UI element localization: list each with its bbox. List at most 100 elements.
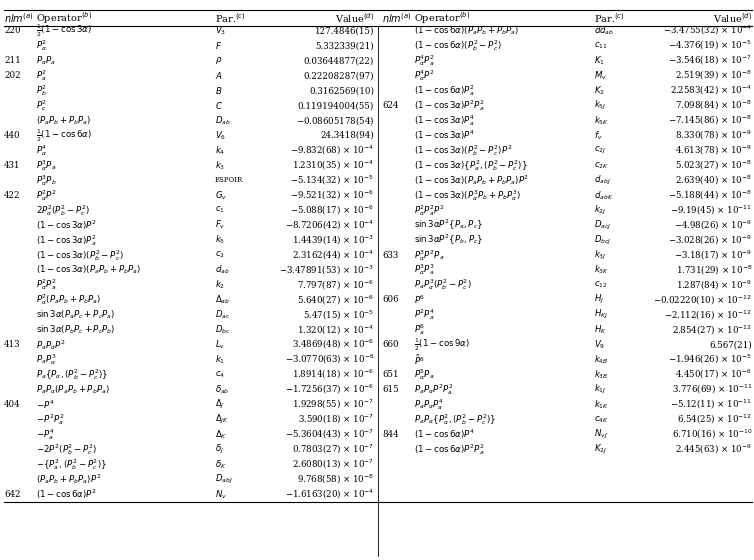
Text: $H_K$: $H_K$: [594, 324, 607, 336]
Text: $k_3$: $k_3$: [215, 159, 225, 171]
Text: 633: 633: [382, 250, 398, 260]
Text: $M_v$: $M_v$: [594, 69, 607, 82]
Text: $P_{\alpha}^{4}$: $P_{\alpha}^{4}$: [36, 143, 48, 158]
Text: $-\{P_a^2,(P_b^2 - P_c^2)\}$: $-\{P_a^2,(P_b^2 - P_c^2)\}$: [36, 457, 107, 472]
Text: 5.332339(21): 5.332339(21): [315, 41, 374, 50]
Text: $P_{\alpha}^{3}P^2P_a$: $P_{\alpha}^{3}P^2P_a$: [414, 248, 444, 263]
Text: $P_{\alpha}^{5}P_a$: $P_{\alpha}^{5}P_a$: [414, 367, 434, 382]
Text: $(1 - \cos 6\alpha)P^2P_a^{2}$: $(1 - \cos 6\alpha)P^2P_a^{2}$: [414, 442, 485, 457]
Text: Value$^{(d)}$: Value$^{(d)}$: [335, 12, 374, 25]
Text: 1.8914(18) $\times$ 10$^{-6}$: 1.8914(18) $\times$ 10$^{-6}$: [292, 368, 374, 381]
Text: $k_{2J}$: $k_{2J}$: [594, 204, 606, 217]
Text: Par.$^{(c)}$: Par.$^{(c)}$: [594, 12, 624, 25]
Text: $\frac{1}{2}(1 - \cos 6\alpha)$: $\frac{1}{2}(1 - \cos 6\alpha)$: [36, 127, 92, 144]
Text: $G_v$: $G_v$: [215, 189, 227, 202]
Text: $c_{11}$: $c_{11}$: [594, 40, 608, 51]
Text: $(1 - \cos 6\alpha)(P_b^2 - P_c^2)$: $(1 - \cos 6\alpha)(P_b^2 - P_c^2)$: [414, 38, 502, 53]
Text: 2.639(40) $\times$ 10$^{-8}$: 2.639(40) $\times$ 10$^{-8}$: [676, 174, 752, 187]
Text: $(1 - \cos 3\alpha)P^4$: $(1 - \cos 3\alpha)P^4$: [414, 129, 475, 142]
Text: 127.4846(15): 127.4846(15): [314, 26, 374, 35]
Text: ESPOIR: ESPOIR: [215, 176, 244, 184]
Text: $k_1$: $k_1$: [215, 353, 225, 366]
Text: $B$: $B$: [215, 85, 222, 96]
Text: $P_{\alpha}^{2}P_a^{2}P^2$: $P_{\alpha}^{2}P_a^{2}P^2$: [414, 203, 445, 218]
Text: $k_{4B}$: $k_{4B}$: [594, 353, 608, 366]
Text: $k_{1K}$: $k_{1K}$: [594, 398, 609, 411]
Text: 202: 202: [4, 71, 20, 80]
Text: $(1 - \cos 3\alpha)(P_aP_b + P_bP_a)$: $(1 - \cos 3\alpha)(P_aP_b + P_bP_a)$: [36, 264, 141, 276]
Text: $F$: $F$: [215, 40, 222, 52]
Text: $(1 - \cos 3\alpha)\{P_a^2,(P_b^2 - P_c^2)\}$: $(1 - \cos 3\alpha)\{P_a^2,(P_b^2 - P_c^…: [414, 158, 528, 173]
Text: $(1 - \cos 3\alpha)P^2P_a^{2}$: $(1 - \cos 3\alpha)P^2P_a^{2}$: [414, 98, 485, 113]
Text: 1.9298(55) $\times$ 10$^{-7}$: 1.9298(55) $\times$ 10$^{-7}$: [293, 398, 374, 411]
Text: $-$3.546(18) $\times$ 10$^{-7}$: $-$3.546(18) $\times$ 10$^{-7}$: [668, 54, 752, 67]
Text: $P_{\alpha}^{2}(P_aP_b + P_bP_a)$: $P_{\alpha}^{2}(P_aP_b + P_bP_a)$: [36, 292, 101, 307]
Text: $P_c^{2}$: $P_c^{2}$: [36, 98, 48, 113]
Text: $P_{\alpha}^{3}P_b$: $P_{\alpha}^{3}P_b$: [36, 173, 57, 188]
Text: 4.613(78) $\times$ 10$^{-9}$: 4.613(78) $\times$ 10$^{-9}$: [676, 144, 752, 157]
Text: $P_{\alpha}^{3}P_a$: $P_{\alpha}^{3}P_a$: [36, 158, 57, 173]
Text: 4.450(17) $\times$ 10$^{-6}$: 4.450(17) $\times$ 10$^{-6}$: [676, 368, 752, 381]
Text: $-$7.145(86) $\times$ 10$^{-8}$: $-$7.145(86) $\times$ 10$^{-8}$: [668, 114, 752, 127]
Text: Operator$^{(b)}$: Operator$^{(b)}$: [414, 11, 470, 26]
Text: $D_{ab}$: $D_{ab}$: [215, 114, 231, 127]
Text: $2P_{\alpha}^{2}(P_b^2 - P_c^2)$: $2P_{\alpha}^{2}(P_b^2 - P_c^2)$: [36, 203, 90, 218]
Text: $\frac{1}{2}(1 - \cos 3\alpha)$: $\frac{1}{2}(1 - \cos 3\alpha)$: [36, 22, 92, 39]
Text: $c_2$: $c_2$: [215, 250, 225, 260]
Text: 660: 660: [382, 340, 399, 349]
Text: $-$0.02220(10) $\times$ 10$^{-12}$: $-$0.02220(10) $\times$ 10$^{-12}$: [654, 293, 752, 307]
Text: Par.$^{(c)}$: Par.$^{(c)}$: [215, 12, 246, 25]
Text: Operator$^{(b)}$: Operator$^{(b)}$: [36, 11, 92, 26]
Text: $(1 - \cos 3\alpha)(P_b^2 - P_c^2)$: $(1 - \cos 3\alpha)(P_b^2 - P_c^2)$: [36, 248, 124, 263]
Text: $\Delta_{ab}$: $\Delta_{ab}$: [215, 293, 230, 306]
Text: $H_{KJ}$: $H_{KJ}$: [594, 309, 608, 321]
Text: $d_{abK}$: $d_{abK}$: [594, 189, 613, 202]
Text: 0.119194004(55): 0.119194004(55): [298, 101, 374, 110]
Text: $\delta_{ab}$: $\delta_{ab}$: [215, 384, 229, 396]
Text: $P_aP_{\alpha}P^2$: $P_aP_{\alpha}P^2$: [36, 338, 66, 352]
Text: 440: 440: [4, 131, 20, 140]
Text: $(1 - \cos 3\alpha)(P_aP_b + P_bP_a)P^2$: $(1 - \cos 3\alpha)(P_aP_b + P_bP_a)P^2$: [414, 174, 529, 187]
Text: 211: 211: [4, 56, 21, 65]
Text: $\sin 3\alpha(P_bP_c + P_cP_b)$: $\sin 3\alpha(P_bP_c + P_cP_b)$: [36, 324, 115, 336]
Text: $-$5.3604(43) $\times$ 10$^{-7}$: $-$5.3604(43) $\times$ 10$^{-7}$: [285, 428, 374, 441]
Text: $\delta_J$: $\delta_J$: [215, 443, 224, 456]
Text: $nlm^{(a)}$: $nlm^{(a)}$: [382, 12, 412, 25]
Text: $K_{2J}$: $K_{2J}$: [594, 443, 607, 456]
Text: 1.731(29) $\times$ 10$^{-8}$: 1.731(29) $\times$ 10$^{-8}$: [676, 263, 752, 277]
Text: $-$5.088(17) $\times$ 10$^{-6}$: $-$5.088(17) $\times$ 10$^{-6}$: [290, 203, 374, 217]
Text: $D_{acJ}$: $D_{acJ}$: [594, 218, 611, 232]
Text: $-$3.18(17) $\times$ 10$^{-9}$: $-$3.18(17) $\times$ 10$^{-9}$: [673, 249, 752, 262]
Text: 24.3418(94): 24.3418(94): [320, 131, 374, 140]
Text: $\delta_K$: $\delta_K$: [215, 458, 227, 470]
Text: 1.287(84) $\times$ 10$^{-9}$: 1.287(84) $\times$ 10$^{-9}$: [676, 278, 752, 292]
Text: $-P^4$: $-P^4$: [36, 398, 54, 411]
Text: $-$5.188(44) $\times$ 10$^{-8}$: $-$5.188(44) $\times$ 10$^{-8}$: [668, 189, 752, 202]
Text: $c_{4K}$: $c_{4K}$: [594, 414, 609, 425]
Text: 2.519(39) $\times$ 10$^{-8}$: 2.519(39) $\times$ 10$^{-8}$: [676, 69, 752, 82]
Text: 431: 431: [4, 161, 20, 170]
Text: $k_2$: $k_2$: [215, 279, 225, 291]
Text: $(1 - \cos 6\alpha)P^4$: $(1 - \cos 6\alpha)P^4$: [414, 428, 475, 441]
Text: 3.590(18) $\times$ 10$^{-7}$: 3.590(18) $\times$ 10$^{-7}$: [298, 413, 374, 426]
Text: $c_{2K}$: $c_{2K}$: [594, 160, 609, 171]
Text: $\frac{1}{2}(1 - \cos 9\alpha)$: $\frac{1}{2}(1 - \cos 9\alpha)$: [414, 337, 470, 353]
Text: 413: 413: [4, 340, 20, 349]
Text: $-$8.7206(42) $\times$ 10$^{-4}$: $-$8.7206(42) $\times$ 10$^{-4}$: [284, 218, 374, 232]
Text: $-$3.47891(53) $\times$ 10$^{-3}$: $-$3.47891(53) $\times$ 10$^{-3}$: [279, 263, 374, 277]
Text: $(1 - \cos 3\alpha)P^2$: $(1 - \cos 3\alpha)P^2$: [36, 218, 97, 232]
Text: 6.567(21): 6.567(21): [710, 340, 752, 349]
Text: 220: 220: [4, 26, 20, 35]
Text: $\sin 3\alpha P^2\{P_b,P_c\}$: $\sin 3\alpha P^2\{P_b,P_c\}$: [414, 233, 483, 247]
Text: $-$1.6163(20) $\times$ 10$^{-4}$: $-$1.6163(20) $\times$ 10$^{-4}$: [284, 488, 374, 501]
Text: $V_9$: $V_9$: [594, 339, 605, 351]
Text: $k_{3K}$: $k_{3K}$: [594, 264, 609, 276]
Text: $\Delta_J$: $\Delta_J$: [215, 398, 225, 411]
Text: 0.7803(27) $\times$ 10$^{-7}$: 0.7803(27) $\times$ 10$^{-7}$: [292, 443, 374, 456]
Text: 3.776(69) $\times$ 10$^{-11}$: 3.776(69) $\times$ 10$^{-11}$: [672, 383, 752, 396]
Text: 1.2310(35) $\times$ 10$^{-4}$: 1.2310(35) $\times$ 10$^{-4}$: [292, 158, 374, 172]
Text: $-$9.19(45) $\times$ 10$^{-11}$: $-$9.19(45) $\times$ 10$^{-11}$: [670, 203, 752, 217]
Text: $c_1$: $c_1$: [215, 205, 225, 216]
Text: $P_b^{2}$: $P_b^{2}$: [36, 83, 48, 98]
Text: 0.22208287(97): 0.22208287(97): [303, 71, 374, 80]
